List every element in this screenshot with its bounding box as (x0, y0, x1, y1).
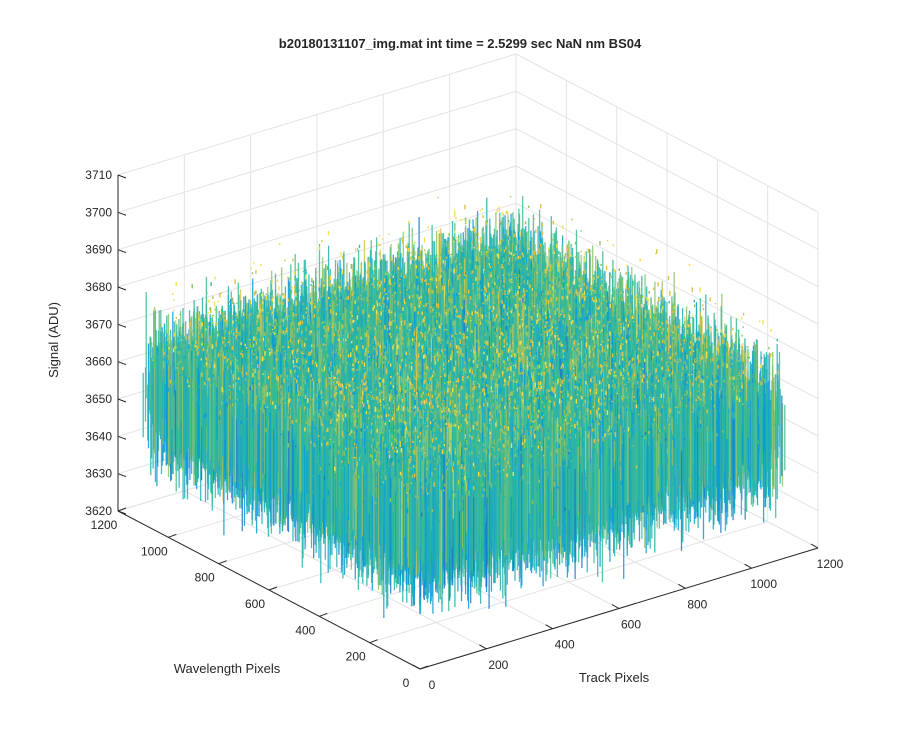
side-wall-grid-line (515, 90, 819, 250)
side-wall-grid-line (515, 128, 819, 288)
back-wall-grid-line (117, 202, 517, 325)
side-wall-grid-line (515, 165, 819, 325)
back-wall-grid-line (117, 165, 517, 288)
side-wall-grid-line (515, 202, 819, 362)
back-wall-grid-line (117, 90, 517, 213)
back-wall-grid-line (117, 53, 517, 176)
side-wall-grid-line (515, 53, 819, 213)
chart-title: b20180131107_img.mat int time = 2.5299 s… (279, 36, 642, 51)
floor-grid-line (369, 521, 768, 644)
surface-mesh (142, 195, 786, 618)
back-wall-grid-line (117, 128, 517, 251)
